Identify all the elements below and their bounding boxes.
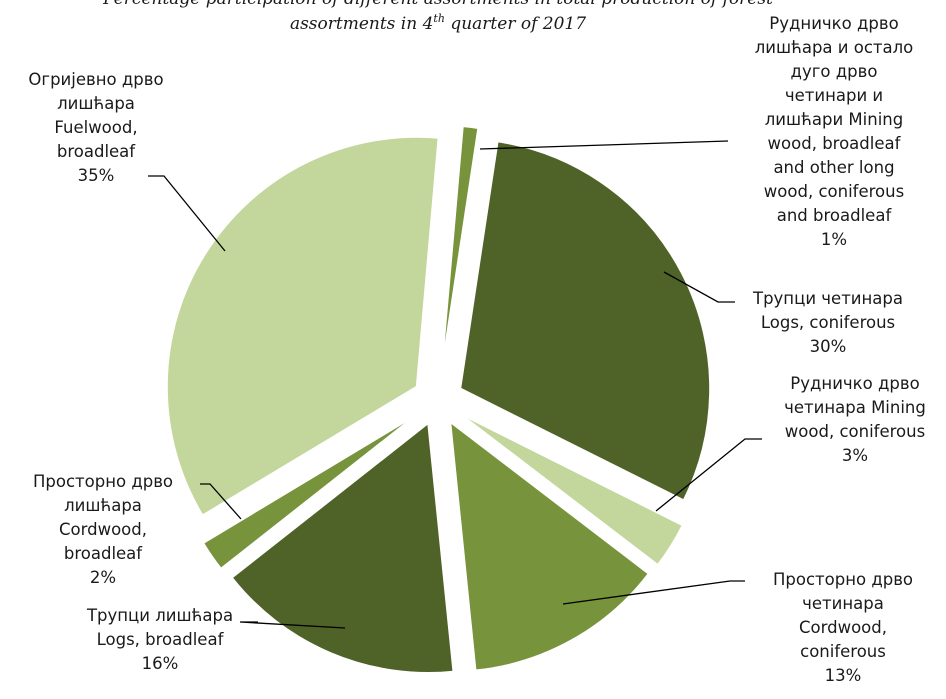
slice-label-4-line-3: Cordwood, (799, 618, 887, 637)
slice-label-2-line-2: Logs, coniferous (761, 313, 895, 332)
chart-title-line-2-pre: assortments in 4 (290, 14, 433, 34)
pie-slice-2 (459, 140, 712, 502)
leader-line-1 (479, 140, 729, 150)
pie-slice-1 (439, 125, 480, 376)
slice-label-2: Трупци четинара Logs, coniferous 30% (752, 289, 903, 356)
slice-label-3: Рудничко дрво четинара Mining wood, conife… (784, 374, 926, 465)
slice-label-5-line-2: Logs, broadleaf (97, 630, 225, 649)
leader-lines (148, 140, 762, 629)
slice-label-3-line-3: wood, coniferous (785, 422, 925, 441)
slice-label-6-line-5: 2% (90, 568, 116, 587)
slice-label-7-line-5: 35% (78, 166, 115, 185)
slice-label-4: Просторно дрво четинара Cordwood, coniferou… (773, 570, 913, 685)
pie-slice-3 (458, 412, 685, 567)
pie-slice-6 (201, 413, 419, 571)
slice-label-2-line-3: 30% (810, 337, 847, 356)
slice-label-6: Просторно дрво лишћара Cordwood, broadleaf 2… (33, 472, 173, 587)
pie-slice-5 (230, 421, 455, 675)
slice-label-5: Трупци лишћара Logs, broadleaf 16% (86, 606, 233, 673)
leader-line-2 (663, 271, 735, 303)
slice-label-7: Огријевно дрво лишћара Fuelwood, broadleaf 3… (28, 70, 163, 185)
leader-line-5 (239, 621, 346, 629)
slice-label-1-line-2: лишћара и остало (755, 38, 914, 57)
chart-title-line-2: assortments in 4th quarter of 2017 (290, 12, 586, 34)
slice-label-1-line-4: четинари и (785, 86, 883, 105)
slice-label-2-line-1: Трупци четинара (752, 289, 903, 308)
leader-line-6 (200, 483, 242, 520)
slice-label-6-line-3: Cordwood, (59, 520, 147, 539)
slice-label-1-line-5: лишћари Mining (765, 110, 903, 129)
slice-label-3-line-2: четинара Mining (784, 398, 926, 417)
slice-label-7-line-1: Огријевно дрво (28, 70, 163, 89)
slice-label-3-line-4: 3% (842, 446, 868, 465)
slice-label-7-line-4: broadleaf (57, 142, 136, 161)
slice-label-7-line-3: Fuelwood, (54, 118, 137, 137)
slice-label-6-line-2: лишћара (64, 496, 142, 515)
slice-label-5-line-3: 16% (142, 654, 179, 673)
slice-labels: Рудничко дрво лишћара и остало дуго дрво че… (28, 14, 925, 685)
slice-label-4-line-1: Просторно дрво (773, 570, 913, 589)
slice-label-1-line-7: and other long (773, 158, 894, 177)
leader-line-3 (655, 438, 762, 512)
slice-label-6-line-4: broadleaf (64, 544, 143, 563)
pie-slices (165, 125, 712, 675)
slice-label-1-line-3: дуго дрво (791, 62, 878, 81)
slice-label-7-line-2: лишћара (57, 94, 135, 113)
slice-label-1-line-1: Рудничко дрво (769, 14, 898, 33)
slice-label-3-line-1: Рудничко дрво (790, 374, 919, 393)
slice-label-1-line-10: 1% (821, 230, 847, 249)
slice-label-4-line-5: 13% (825, 666, 862, 685)
slice-label-1-line-8: wood, coniferous (764, 182, 904, 201)
slice-label-1-line-9: and broadleaf (777, 206, 893, 225)
leader-line-7 (148, 175, 226, 252)
slice-label-4-line-4: coniferous (800, 642, 886, 661)
slice-label-6-line-1: Просторно дрво (33, 472, 173, 491)
slice-label-1-line-6: wood, broadleaf (768, 134, 902, 153)
chart-title-line-1: Percentage participation of different as… (102, 0, 773, 9)
slice-label-1: Рудничко дрво лишћара и остало дуго дрво че… (755, 14, 914, 249)
slice-label-5-line-1: Трупци лишћара (86, 606, 233, 625)
pie-slice-7 (165, 135, 440, 517)
pie-slice-4 (448, 419, 651, 672)
leader-line-4 (562, 580, 745, 605)
slice-label-4-line-2: четинара (802, 594, 884, 613)
chart-title-line-2-post: quarter of 2017 (445, 14, 586, 34)
chart-title-line-2-sup: th (433, 12, 445, 25)
